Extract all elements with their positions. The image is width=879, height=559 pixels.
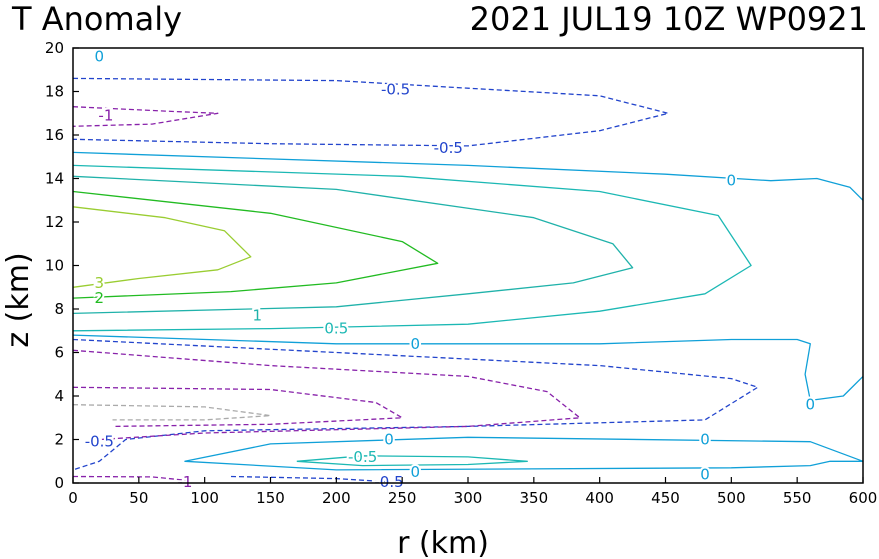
x-tick-label-6: 300 [454, 489, 483, 507]
x-tick-label-4: 200 [322, 489, 351, 507]
y-tick-label-1: 2 [54, 431, 64, 449]
x-tick-label-0: 0 [68, 489, 78, 507]
contour-line-9 [72, 106, 219, 127]
x-tick-label-7: 350 [520, 489, 549, 507]
contour-line-5 [72, 334, 864, 402]
contour-label-7: 1 [253, 307, 263, 325]
x-tick-label-12: 600 [849, 489, 878, 507]
y-tick-label-2: 4 [54, 387, 64, 405]
contour-line-8 [72, 77, 669, 147]
x-tick-label-5: 250 [388, 489, 417, 507]
contour-label-10: 0 [806, 396, 816, 414]
y-axis-ticks: 0 2 4 6 8 10 12 14 16 18 20 [45, 39, 79, 492]
plot-frame [72, 47, 864, 484]
y-tick-label-5: 10 [45, 257, 64, 275]
contour-line-11 [72, 349, 581, 441]
contour-line-13 [72, 404, 272, 421]
contour-line-15 [72, 475, 192, 482]
x-tick-label-1: 50 [129, 489, 148, 507]
y-tick-label-10: 20 [45, 39, 64, 57]
contour-label-3: -0.5 [434, 139, 463, 157]
contour-label-15: 0 [411, 463, 421, 481]
contour-label-2: -1 [98, 106, 113, 124]
contour-label-4: 0 [727, 172, 737, 190]
y-tick-label-4: 8 [54, 300, 64, 318]
contour-line-7 [296, 455, 528, 467]
x-tick-label-2: 100 [190, 489, 219, 507]
contour-label-0: 0 [95, 48, 105, 66]
chart-title-left: T Anomaly [11, 0, 182, 38]
contour-label-18: -1 [177, 473, 192, 491]
contour-label-6: 2 [95, 289, 105, 307]
contour-line-2 [72, 175, 634, 315]
chart-title-right: 2021 JUL19 10Z WP0921 [470, 0, 868, 38]
contour-label-13: 0 [700, 431, 710, 449]
y-tick-label-0: 0 [54, 474, 64, 492]
contour-lines [72, 77, 864, 483]
x-tick-label-9: 450 [651, 489, 680, 507]
x-tick-label-8: 400 [585, 489, 614, 507]
y-tick-label-3: 6 [54, 344, 64, 362]
contour-label-11: -0.5 [85, 433, 114, 451]
x-axis-ticks: 0 50 100 150 200 250 300 350 400 450 500 550 600 [68, 477, 877, 507]
contour-label-1: -0.5 [381, 80, 410, 98]
y-tick-label-6: 12 [45, 213, 64, 231]
contour-label-8: 0.5 [324, 320, 348, 338]
contour-line-14 [230, 475, 390, 483]
contour-label-12: 0 [384, 431, 394, 449]
contour-label-17: -0.5 [374, 473, 403, 491]
contour-line-12 [72, 386, 403, 428]
contour-line-3 [72, 164, 752, 332]
x-axis-label: r (km) [397, 526, 489, 559]
y-tick-label-9: 18 [45, 83, 64, 101]
y-tick-label-7: 14 [45, 170, 64, 188]
x-tick-label-10: 500 [717, 489, 746, 507]
x-tick-label-3: 150 [256, 489, 285, 507]
contour-label-14: -0.5 [348, 448, 377, 466]
contour-line-6 [184, 436, 864, 471]
contour-line-4 [72, 151, 864, 201]
contour-label-9: 0 [411, 335, 421, 353]
y-axis-label: z (km) [1, 252, 36, 347]
contour-line-1 [72, 190, 439, 299]
contour-line-10 [72, 338, 759, 471]
contour-label-16: 0 [700, 465, 710, 483]
contour-line-0 [72, 206, 252, 288]
y-tick-label-8: 16 [45, 126, 64, 144]
x-tick-label-11: 550 [783, 489, 812, 507]
contour-label-5: 3 [95, 274, 105, 292]
